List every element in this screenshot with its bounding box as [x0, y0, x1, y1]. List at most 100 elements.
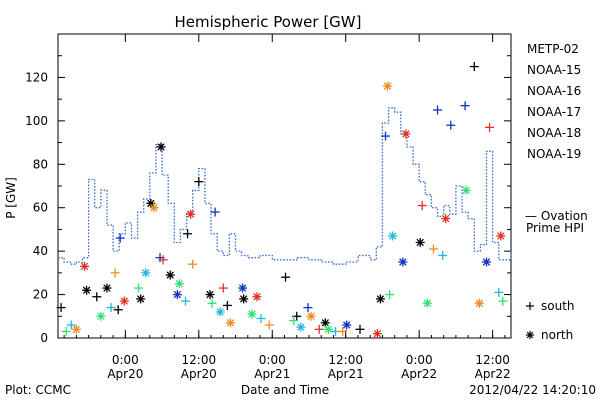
y-tick-label: 40	[33, 244, 48, 258]
marker-stroke	[343, 321, 351, 329]
y-tick-label: 100	[25, 114, 48, 128]
marker-stroke	[423, 299, 432, 307]
y-tick-label: 120	[25, 70, 48, 84]
south-marker	[92, 292, 102, 302]
south-marker	[281, 272, 291, 282]
legend-entry: NOAA-19	[527, 147, 581, 161]
marker-stroke	[253, 293, 261, 301]
south-marker	[210, 207, 220, 217]
y-tick-label: 20	[33, 288, 48, 302]
north-marker	[102, 283, 112, 293]
north-marker	[496, 231, 506, 241]
legend-entry: NOAA-17	[527, 105, 581, 119]
marker-stroke	[72, 325, 81, 334]
south-marker	[256, 313, 266, 323]
x-tick-date: Apr20	[181, 367, 217, 381]
y-axis: 0 20 40 60 80 100 120	[25, 55, 511, 345]
y-tick-label: 0	[40, 331, 48, 345]
south-marker	[385, 290, 395, 300]
x-tick-label: 12:00	[182, 353, 217, 367]
marker-stroke	[166, 271, 174, 279]
marker-stroke	[175, 280, 184, 288]
north-marker	[461, 185, 471, 195]
south-marker	[289, 316, 299, 326]
south-marker	[113, 305, 123, 315]
ovation-legend-label: — Ovation	[525, 209, 588, 223]
south-marker	[314, 324, 324, 334]
marker-stroke	[226, 319, 235, 327]
marker-stroke	[206, 290, 214, 299]
scatter-markers	[56, 62, 508, 339]
north-marker	[306, 311, 316, 321]
plot-source-label: Plot: CCMC	[5, 383, 71, 397]
y-tick-label: 60	[33, 201, 48, 215]
marker-stroke	[248, 310, 256, 318]
north-marker	[323, 324, 333, 334]
marker-stroke	[307, 312, 315, 320]
south-marker	[61, 326, 71, 336]
marker-stroke	[216, 308, 224, 316]
south-marker	[460, 101, 470, 111]
marker-stroke	[526, 331, 534, 339]
north-marker	[422, 298, 432, 308]
marker-stroke	[475, 299, 484, 307]
south-marker	[498, 296, 508, 306]
legend-entry: NOAA-16	[527, 84, 581, 98]
north-marker	[247, 309, 257, 319]
north-marker	[119, 296, 129, 306]
y-tick-label: 80	[33, 157, 48, 171]
marker-stroke	[297, 323, 305, 331]
south-marker	[194, 177, 204, 187]
marker-stroke	[373, 329, 382, 338]
north-marker	[383, 81, 393, 91]
north-marker	[82, 285, 92, 295]
legend-entry: NOAA-15	[527, 63, 581, 77]
south-marker	[485, 122, 495, 132]
south-marker	[494, 287, 504, 297]
x-tick-label: 12:00	[475, 353, 510, 367]
x-tick-date: Apr22	[401, 367, 437, 381]
legend-entry: NOAA-18	[527, 126, 581, 140]
x-axis-label: Date and Time	[241, 383, 329, 397]
marker-stroke	[399, 258, 407, 266]
north-marker	[174, 279, 184, 289]
marker-stroke	[80, 262, 89, 271]
north-marker	[71, 324, 81, 334]
south-marker	[355, 324, 365, 334]
south-marker	[428, 244, 438, 254]
series-legend: METP-02 NOAA-15 NOAA-16 NOAA-17 NOAA-18 NOAA-…	[527, 42, 581, 161]
south-marker	[417, 201, 427, 211]
south-marker	[338, 326, 348, 336]
ovation-hpi-line	[58, 107, 512, 265]
north-marker	[239, 294, 249, 304]
south-marker	[66, 320, 76, 330]
north-marker	[296, 322, 306, 332]
south-marker	[181, 296, 191, 306]
marker-stroke	[383, 82, 392, 90]
marker-stroke	[136, 295, 145, 303]
south-marker	[188, 259, 198, 269]
marker-stroke	[462, 186, 470, 195]
south-marker	[222, 300, 232, 310]
north-marker	[80, 261, 90, 271]
north-marker	[165, 270, 175, 280]
south-marker	[106, 303, 116, 313]
marker-stroke	[497, 232, 505, 240]
north-marker	[215, 307, 225, 317]
south-marker-swatch	[526, 302, 534, 310]
x-tick-date: Apr21	[328, 367, 364, 381]
south-marker	[446, 120, 456, 130]
north-marker	[186, 209, 196, 219]
x-axis: 0:00Apr2012:00Apr200:00Apr2112:00Apr210:…	[63, 34, 511, 381]
north-legend-label: north	[541, 328, 573, 342]
x-tick-label: 0:00	[406, 353, 433, 367]
marker-stroke	[402, 130, 410, 138]
north-marker	[415, 237, 425, 247]
ovation-legend: — Ovation Prime HPI	[525, 209, 588, 235]
north-marker	[149, 203, 159, 213]
south-legend-label: south	[541, 299, 575, 313]
north-marker	[252, 292, 262, 302]
north-marker	[141, 268, 151, 278]
north-marker	[205, 290, 215, 300]
north-marker	[401, 129, 411, 139]
